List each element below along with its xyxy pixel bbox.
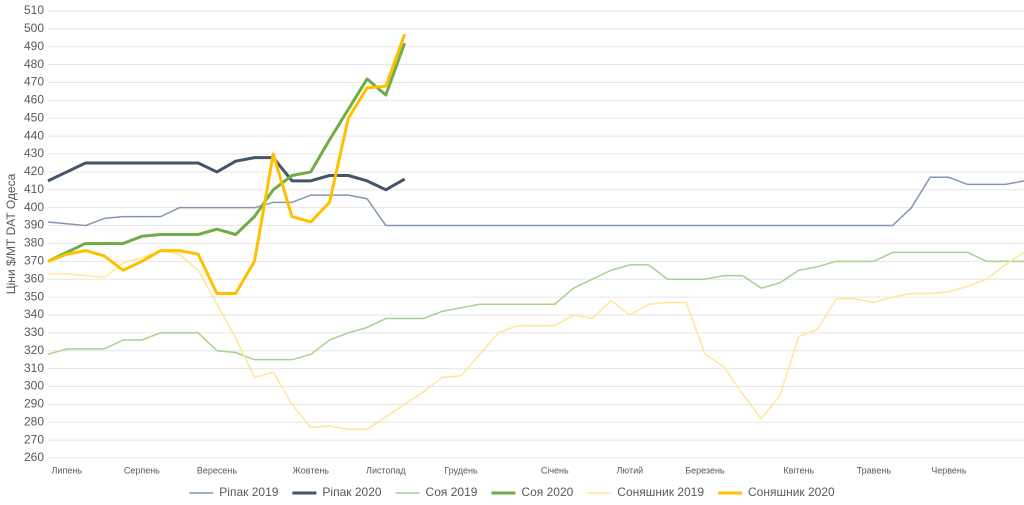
y-tick-label: 500 xyxy=(24,21,44,35)
y-tick-label: 310 xyxy=(24,361,44,375)
y-tick-label: 480 xyxy=(24,57,44,71)
y-tick-label: 510 xyxy=(24,3,44,17)
legend: Ріпак 2019 Ріпак 2020 Соя 2019 Соя 2020 Соня… xyxy=(189,485,835,499)
series-line xyxy=(48,249,1024,431)
x-tick-label: Листопад xyxy=(366,465,406,475)
series-line xyxy=(47,176,1024,227)
y-tick-label: 430 xyxy=(24,146,44,160)
y-tick-label: 320 xyxy=(24,343,44,357)
x-tick-label: Березень xyxy=(685,465,725,475)
series-line xyxy=(47,156,406,192)
y-tick-label: 380 xyxy=(24,236,44,250)
y-tick-label: 280 xyxy=(24,414,44,428)
y-tick-label: 460 xyxy=(24,93,44,107)
y-tick-label: 410 xyxy=(24,182,44,196)
y-tick-label: 290 xyxy=(24,397,44,411)
x-tick-label: Лютий xyxy=(617,465,644,475)
y-tick-label: 450 xyxy=(24,110,44,124)
x-tick-label: Січень xyxy=(541,465,569,475)
y-tick-label: 440 xyxy=(24,128,44,142)
x-tick-label: Липень xyxy=(52,465,83,475)
legend-label: Соняшник 2019 xyxy=(617,485,704,499)
y-tick-label: 370 xyxy=(24,253,44,267)
x-tick-label: Травень xyxy=(857,465,892,475)
x-tick-label: Жовтень xyxy=(293,465,330,475)
y-tick-label: 400 xyxy=(24,200,44,214)
x-tick-label: Квітень xyxy=(783,465,814,475)
series-line xyxy=(47,33,407,296)
y-tick-label: 270 xyxy=(24,432,44,446)
y-tick-label: 470 xyxy=(24,75,44,89)
legend-label: Ріпак 2019 xyxy=(219,485,278,499)
y-tick-label: 420 xyxy=(24,164,44,178)
y-tick-label: 260 xyxy=(24,450,44,464)
series-line xyxy=(47,42,407,263)
y-tick-label: 490 xyxy=(24,39,44,53)
legend-label: Соя 2019 xyxy=(426,485,478,499)
x-tick-label: Вересень xyxy=(197,465,237,475)
legend-label: Ріпак 2020 xyxy=(322,485,381,499)
y-tick-label: 360 xyxy=(24,271,44,285)
series-line xyxy=(47,251,1024,361)
y-tick-label: 340 xyxy=(24,307,44,321)
legend-label: Соняшник 2020 xyxy=(748,485,835,499)
y-tick-label: 350 xyxy=(24,289,44,303)
y-tick-label: 390 xyxy=(24,218,44,232)
x-tick-label: Серпень xyxy=(124,465,160,475)
y-tick-label: 330 xyxy=(24,325,44,339)
x-tick-label: Грудень xyxy=(444,465,478,475)
x-tick-label: Червень xyxy=(931,465,967,475)
legend-label: Соя 2020 xyxy=(521,485,573,499)
y-tick-label: 300 xyxy=(24,379,44,393)
y-axis-label: Ціни $/МТ DAT Одеса xyxy=(4,173,18,294)
